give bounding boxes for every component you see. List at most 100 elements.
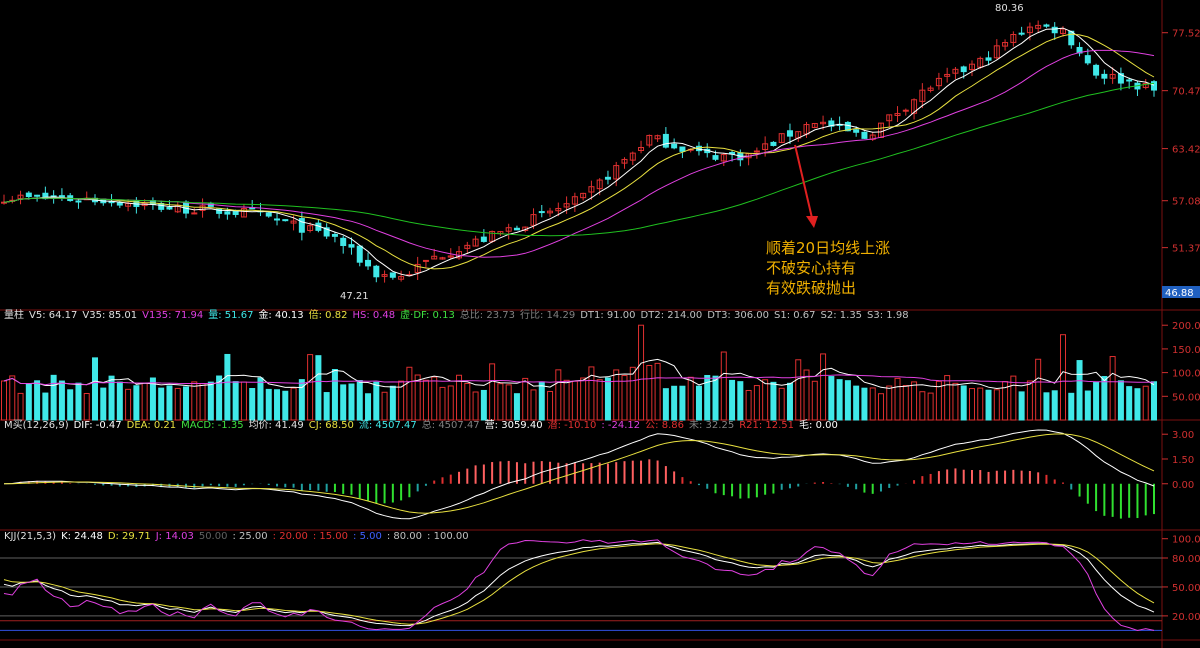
candle-body bbox=[389, 272, 396, 278]
volume-bar bbox=[373, 381, 380, 421]
volume-bar bbox=[811, 380, 818, 421]
candle-body bbox=[547, 210, 554, 214]
macd-panel[interactable] bbox=[3, 429, 1168, 520]
candle-body bbox=[613, 165, 620, 180]
volume-bar bbox=[92, 357, 99, 421]
candle-body bbox=[348, 244, 355, 248]
volume-bar bbox=[257, 377, 264, 421]
macd-tick-label: 0.00 bbox=[1172, 480, 1194, 491]
indicator-header-item: 50.00 bbox=[199, 531, 228, 542]
volume-bar bbox=[1151, 381, 1157, 421]
volume-bar bbox=[671, 385, 678, 421]
candle-body bbox=[580, 192, 587, 199]
volume-bar bbox=[439, 386, 446, 421]
volume-bar bbox=[952, 382, 959, 421]
annotation-line-2: 不破安心持有 bbox=[766, 259, 856, 277]
volume-tick-label: 150.0 bbox=[1172, 345, 1200, 356]
candle-body bbox=[447, 255, 454, 258]
candle-body bbox=[422, 259, 429, 262]
candle-body bbox=[1018, 32, 1025, 35]
volume-bar bbox=[108, 375, 115, 421]
volume-bar bbox=[778, 387, 785, 421]
volume-bar bbox=[993, 389, 1000, 421]
volume-bar bbox=[447, 385, 454, 421]
volume-tick-label: 200.0 bbox=[1172, 321, 1200, 332]
volume-bar bbox=[116, 381, 123, 421]
volume-bar bbox=[604, 377, 611, 421]
price-tick-label: 57.08 bbox=[1172, 197, 1200, 208]
kdj-k-line bbox=[3, 541, 1155, 627]
indicator-header-item: : 5.00 bbox=[353, 531, 382, 542]
volume-bar bbox=[1126, 386, 1133, 421]
volume-bar bbox=[174, 387, 181, 421]
volume-bar bbox=[398, 380, 405, 421]
indicator-header-item: S1: 0.67 bbox=[774, 310, 816, 321]
candle-body bbox=[331, 233, 338, 237]
indicator-header-item: 量: 51.67 bbox=[208, 309, 253, 321]
volume-bar bbox=[422, 379, 429, 421]
macd-dea-line bbox=[3, 433, 1155, 514]
indicator-header-item: J: 14.03 bbox=[155, 531, 194, 542]
last-price-box bbox=[1162, 286, 1200, 298]
volume-bar bbox=[654, 362, 661, 421]
indicator-header-item: 行比: 14.29 bbox=[520, 308, 575, 321]
price-tick-label: 77.52 bbox=[1172, 29, 1200, 40]
volume-panel[interactable] bbox=[1, 324, 1169, 421]
volume-bar bbox=[348, 383, 355, 421]
candle-body bbox=[555, 207, 562, 212]
volume-bar bbox=[580, 377, 587, 421]
price-panel[interactable] bbox=[1, 20, 1169, 283]
candle-body bbox=[356, 245, 363, 263]
candle-body bbox=[985, 57, 992, 61]
candle-body bbox=[323, 227, 330, 237]
volume-bar bbox=[9, 375, 16, 421]
candle-body bbox=[282, 219, 289, 222]
volume-bar bbox=[762, 379, 769, 421]
candle-body bbox=[960, 66, 967, 73]
indicator-header-item: M买(12,26,9) bbox=[4, 419, 69, 431]
volume-bar bbox=[58, 380, 65, 421]
volume-bar bbox=[679, 385, 686, 421]
indicator-header-item: 公: 8.86 bbox=[645, 420, 684, 431]
kdj-tick-label: 20.00 bbox=[1172, 612, 1200, 623]
volume-bar bbox=[331, 369, 338, 421]
volume-bar bbox=[282, 390, 289, 421]
candle-body bbox=[993, 45, 1000, 59]
last-price-label: 46.88 bbox=[1165, 288, 1194, 299]
annotation-arrow-line bbox=[794, 144, 813, 219]
candle-body bbox=[166, 206, 173, 210]
candle-body bbox=[1084, 55, 1091, 64]
candle-body bbox=[671, 143, 678, 149]
volume-bar bbox=[1018, 391, 1025, 421]
volume-bar bbox=[240, 381, 247, 421]
volume-bar bbox=[406, 366, 413, 421]
candle-body bbox=[762, 143, 769, 151]
candle-body bbox=[919, 89, 926, 102]
volume-bar bbox=[968, 388, 975, 421]
candle-body bbox=[530, 214, 537, 226]
volume-bar bbox=[1109, 356, 1116, 421]
volume-bar bbox=[456, 374, 463, 421]
candle-body bbox=[1010, 34, 1017, 43]
volume-bar bbox=[232, 381, 239, 421]
volume-bar bbox=[216, 375, 223, 421]
candle-body bbox=[505, 227, 512, 232]
indicator-header-item: V35: 85.01 bbox=[82, 310, 137, 321]
volume-bar bbox=[571, 380, 578, 421]
macd-tick-label: 1.50 bbox=[1172, 455, 1194, 466]
indicator-header-item: : 20.00 bbox=[273, 531, 308, 542]
indicator-header-item: CJ: 68.50 bbox=[309, 420, 354, 431]
volume-bar bbox=[770, 381, 777, 421]
candle-body bbox=[1035, 24, 1042, 29]
kdj-j-line bbox=[3, 539, 1155, 632]
ma-magenta-line bbox=[3, 49, 1155, 258]
volume-bar bbox=[737, 381, 744, 421]
candle-body bbox=[25, 192, 32, 198]
volume-bar bbox=[563, 379, 570, 421]
kdj-tick-label: 80.00 bbox=[1172, 554, 1200, 565]
low-label: 47.21 bbox=[340, 291, 369, 302]
volume-bar bbox=[381, 391, 388, 421]
volume-bar bbox=[596, 379, 603, 421]
kdj-panel[interactable] bbox=[0, 538, 1168, 632]
